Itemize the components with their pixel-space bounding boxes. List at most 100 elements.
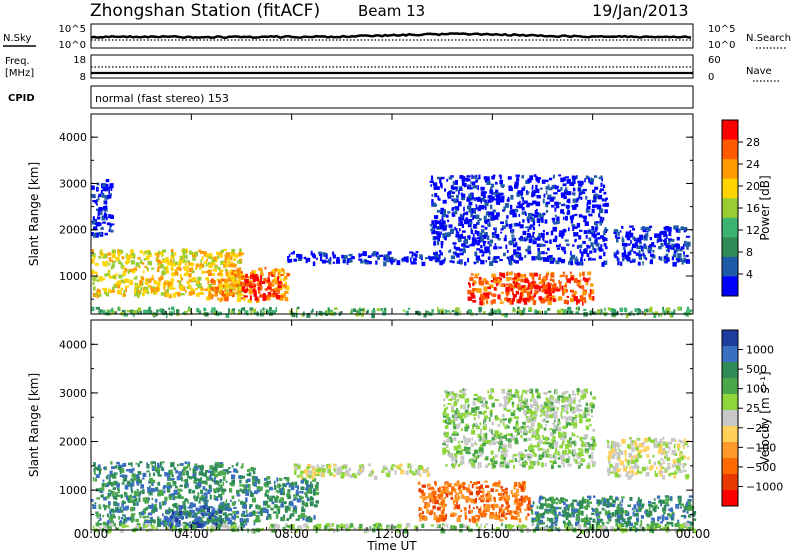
noise-left-tick: 10^0	[59, 40, 86, 51]
velocity-cell	[260, 512, 263, 517]
velocity-cell	[245, 491, 249, 496]
velocity-cell	[482, 418, 485, 421]
velocity-cell	[519, 395, 522, 400]
velocity-cell	[539, 414, 542, 418]
velocity-cell	[503, 510, 505, 515]
velocity-cell	[98, 470, 101, 475]
velocity-cell	[499, 432, 503, 436]
power-cell	[111, 249, 116, 254]
power-cell	[473, 223, 477, 229]
power-cell	[636, 308, 641, 311]
velocity-cell	[306, 466, 311, 470]
power-cell	[576, 200, 579, 203]
velocity-cell	[304, 480, 309, 485]
power-cell	[447, 192, 449, 197]
velocity-cell	[457, 495, 461, 500]
velocity-cell	[122, 501, 126, 505]
power-cell	[686, 246, 689, 250]
power-cell	[169, 311, 174, 316]
power-cell	[472, 185, 477, 189]
velocity-cell	[475, 426, 481, 430]
power-cell	[480, 244, 482, 249]
velocity-cell	[506, 503, 509, 508]
velocity-cell	[488, 494, 492, 500]
velocity-cell	[487, 390, 489, 394]
power-cell	[466, 211, 469, 216]
power-cell	[198, 283, 202, 288]
power-cell	[103, 263, 108, 267]
velocity-cell	[572, 454, 576, 457]
velocity-cell	[477, 515, 481, 520]
power-cell	[98, 309, 103, 313]
velocity-cell	[463, 437, 467, 442]
power-cell	[459, 218, 465, 221]
power-cell	[358, 253, 361, 258]
velocity-cell	[226, 471, 229, 475]
power-cell	[260, 272, 264, 277]
power-cell	[564, 246, 566, 252]
velocity-cell	[466, 487, 470, 493]
velocity-cell	[255, 515, 260, 520]
power-cell	[246, 289, 251, 292]
velocity-cell	[208, 470, 212, 474]
velocity-cell	[484, 417, 487, 422]
power-cell	[556, 203, 559, 206]
power-cell	[507, 298, 511, 301]
power-cell	[588, 294, 591, 299]
velocity-cell	[592, 442, 597, 447]
power-cell	[380, 308, 384, 312]
power-cell	[111, 263, 115, 269]
velocity-cell	[183, 505, 187, 511]
velocity-cell	[501, 447, 507, 453]
power-cell	[303, 256, 307, 260]
velocity-cell	[295, 489, 299, 495]
velocity-cell	[526, 497, 531, 501]
power-cell	[256, 283, 260, 286]
velocity-cell	[196, 519, 199, 524]
power-cell	[592, 198, 597, 203]
velocity-cell	[453, 393, 458, 398]
power-cell	[318, 251, 322, 254]
power-cell	[126, 258, 130, 264]
power-cell	[654, 233, 658, 238]
power-cell	[156, 253, 160, 258]
power-cell	[127, 269, 130, 274]
power-cell	[671, 243, 676, 248]
power-cell	[240, 294, 245, 297]
velocity-cell	[180, 463, 184, 466]
velocity-cell	[500, 420, 505, 423]
power-cell	[176, 313, 180, 317]
velocity-cell	[277, 483, 281, 489]
power-cell	[581, 285, 585, 290]
velocity-cell	[470, 458, 475, 462]
velocity-cell	[211, 519, 216, 524]
power-cell	[214, 268, 217, 272]
power-cell	[385, 255, 390, 260]
power-cell	[552, 226, 557, 232]
power-cell	[214, 256, 217, 261]
power-cell	[154, 252, 158, 256]
power-cell	[555, 260, 560, 265]
power-cell	[532, 233, 535, 238]
velocity-cell	[157, 471, 160, 475]
velocity-cell	[571, 419, 574, 423]
velocity-cell	[501, 464, 505, 468]
power-cell	[437, 195, 440, 201]
power-cell	[514, 277, 519, 282]
power-cell	[332, 254, 336, 259]
velocity-cell	[519, 428, 523, 434]
velocity-cell	[568, 440, 571, 444]
velocity-cell	[477, 518, 480, 522]
power-cell	[642, 229, 647, 233]
power-cell	[479, 249, 484, 254]
velocity-cell	[583, 411, 587, 416]
power-cell	[514, 184, 519, 189]
power-cell	[296, 312, 298, 318]
velocity-cell	[235, 470, 239, 473]
velocity-cell	[579, 461, 581, 464]
velocity-cell	[505, 512, 510, 515]
power-cell	[534, 212, 539, 215]
power-cell	[174, 291, 180, 295]
power-cell	[491, 232, 496, 236]
velocity-cell	[297, 464, 301, 469]
